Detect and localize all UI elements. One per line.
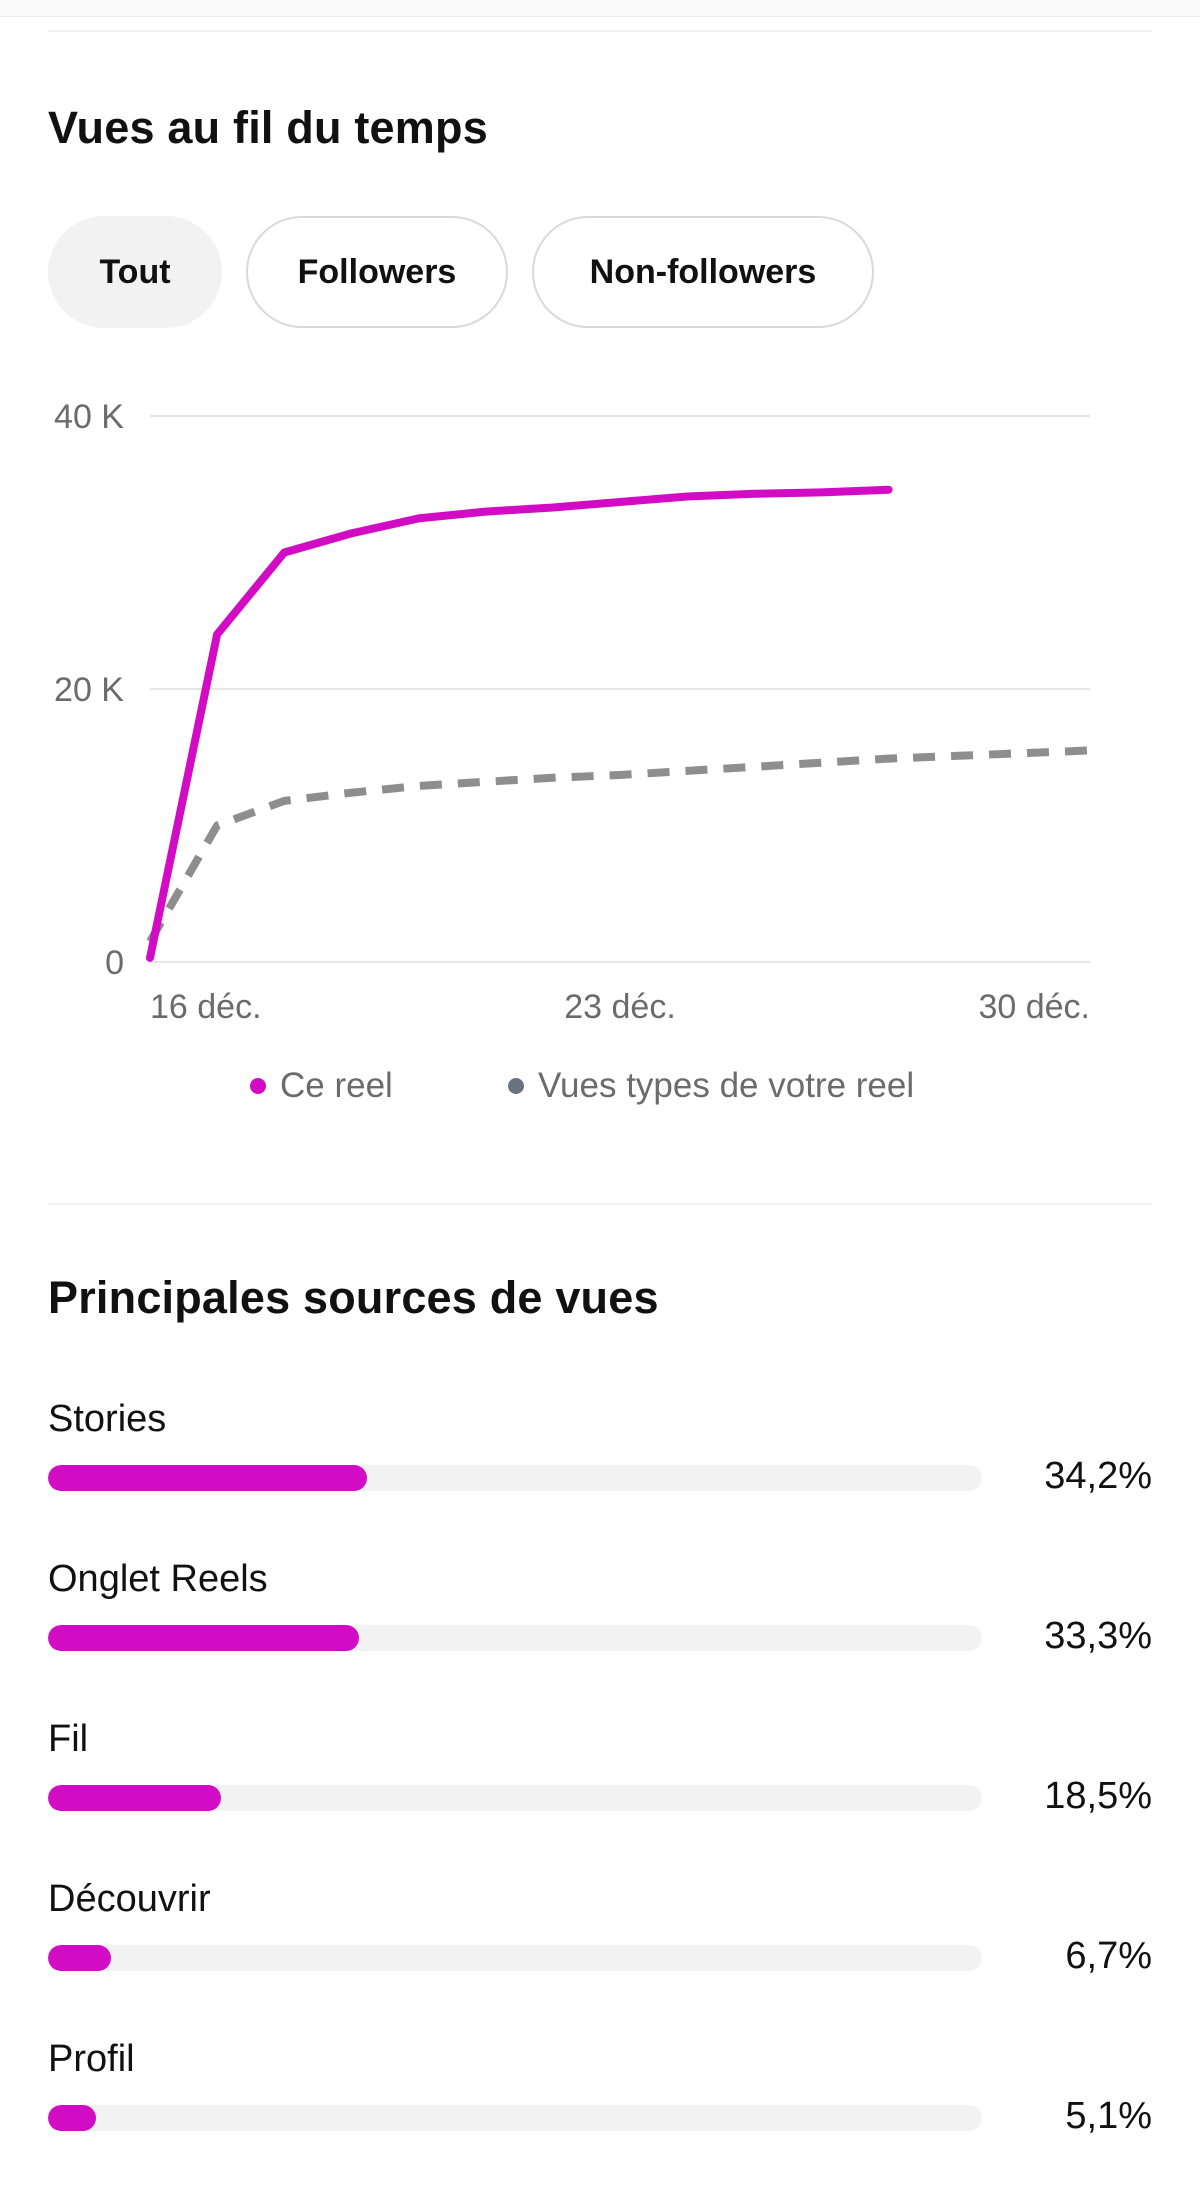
legend-label-vues-types: Vues types de votre reel (538, 1066, 915, 1105)
y-tick-label: 20 K (54, 671, 124, 709)
section-divider (48, 1203, 1152, 1205)
source-row-profil: Profil 5,1% (48, 2038, 1152, 2158)
source-bar-track (48, 1465, 982, 1491)
source-row-stories: Stories 34,2% (48, 1398, 1152, 1518)
series-line-vues-types (146, 746, 1091, 944)
source-label: Fil (48, 1718, 89, 1760)
y-tick-label: 0 (105, 944, 124, 982)
source-row-fil: Fil 18,5% (48, 1718, 1152, 1838)
legend-dot-vues-types (508, 1078, 524, 1094)
series-line-ce-reel (146, 485, 893, 962)
source-label: Onglet Reels (48, 1558, 268, 1600)
source-percentage: 5,1% (1065, 2095, 1152, 2137)
sources-section-title: Principales sources de vues (48, 1272, 659, 1323)
legend-item-ce-reel: Ce reel (250, 1062, 393, 1110)
x-tick-label: 23 déc. (564, 988, 676, 1020)
source-bar-track (48, 1785, 982, 1811)
legend-item-vues-types: Vues types de votre reel (508, 1062, 914, 1110)
source-percentage: 6,7% (1065, 1935, 1152, 1977)
views-line-chart: 40 K 20 K 0 16 déc. 23 déc. 30 déc. (54, 398, 1091, 1020)
top-edge (0, 0, 1200, 17)
source-label: Découvrir (48, 1878, 211, 1920)
divider-top (48, 30, 1152, 32)
x-tick-label: 16 déc. (150, 988, 262, 1020)
legend-dot-ce-reel (250, 1078, 266, 1094)
source-bar-fill (48, 1945, 111, 1971)
source-label: Profil (48, 2038, 135, 2080)
source-row-onglet-reels: Onglet Reels 33,3% (48, 1558, 1152, 1678)
x-tick-label: 30 déc. (978, 988, 1090, 1020)
source-percentage: 34,2% (1044, 1455, 1152, 1497)
y-tick-label: 40 K (54, 398, 124, 436)
source-bar-track (48, 2105, 982, 2131)
filter-followers-pill[interactable]: Followers (246, 216, 508, 328)
source-bar-fill (48, 1465, 368, 1491)
source-row-decouvrir: Découvrir 6,7% (48, 1878, 1152, 1998)
source-bar-track (48, 1625, 982, 1651)
views-section-title: Vues au fil du temps (48, 102, 488, 153)
source-percentage: 18,5% (1044, 1775, 1152, 1817)
source-label: Stories (48, 1398, 167, 1440)
source-bar-fill (48, 1785, 221, 1811)
source-bar-fill (48, 1625, 360, 1651)
filter-non-followers-pill[interactable]: Non-followers (532, 216, 874, 328)
legend-label-ce-reel: Ce reel (280, 1066, 393, 1105)
filter-tout-pill[interactable]: Tout (48, 216, 222, 328)
source-percentage: 33,3% (1044, 1615, 1152, 1657)
source-bar-fill (48, 2105, 96, 2131)
source-bar-track (48, 1945, 982, 1971)
